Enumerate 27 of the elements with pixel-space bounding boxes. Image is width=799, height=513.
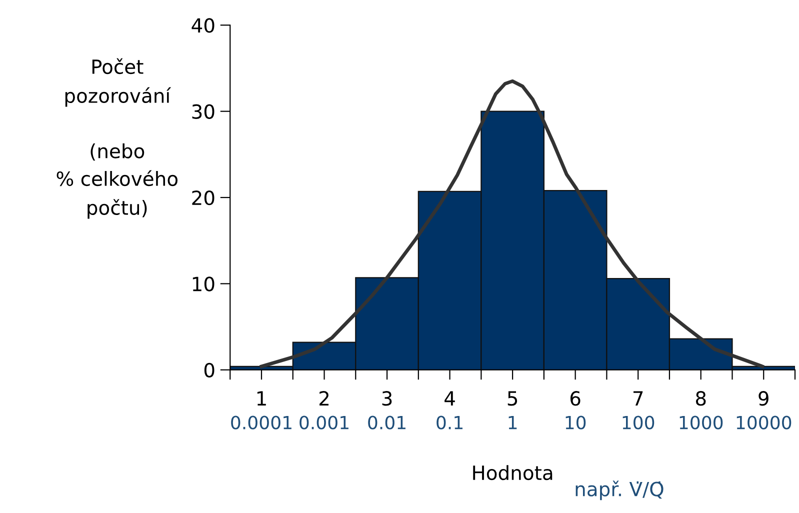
x-tick-label: 9 <box>758 391 768 406</box>
x2-tick-label: 0.01 <box>368 416 406 430</box>
x2-tick-label: 0.0001 <box>231 416 292 430</box>
x-tick-label: 5 <box>508 391 518 406</box>
x2-tick-label: 1 <box>508 416 517 430</box>
x2-tick-label: 100 <box>622 416 654 430</box>
x2-tick-label: 1000 <box>680 416 723 430</box>
y-tick-label: 10 <box>192 276 214 292</box>
line-series <box>260 79 764 368</box>
x-tick-label: 2 <box>320 391 328 406</box>
y-tick-label: 20 <box>192 190 214 206</box>
x-tick-label: 3 <box>382 391 392 406</box>
y-tick-label: 40 <box>192 18 214 33</box>
x2-tick-label: 0.1 <box>436 416 462 430</box>
x2-tick-label: 0.001 <box>300 416 348 430</box>
x2-tick-label: 10 <box>566 416 586 430</box>
x-tick-label: 1 <box>257 391 266 406</box>
x-tick-label: 4 <box>444 391 455 406</box>
x-axis-title: Hodnota <box>473 465 552 480</box>
x-tick-label: 8 <box>696 391 706 406</box>
y-tick-label: 30 <box>192 104 214 119</box>
text: Počet pozorování (nebo % celkového počtu) <box>56 58 178 219</box>
text: např. V̇/Q̇ <box>576 480 664 500</box>
x-tick-label: 7 <box>634 391 643 406</box>
x2-tick-label: 10000 <box>736 416 792 430</box>
x-tick-label: 6 <box>570 391 580 406</box>
y-tick-label: 0 <box>204 362 214 378</box>
